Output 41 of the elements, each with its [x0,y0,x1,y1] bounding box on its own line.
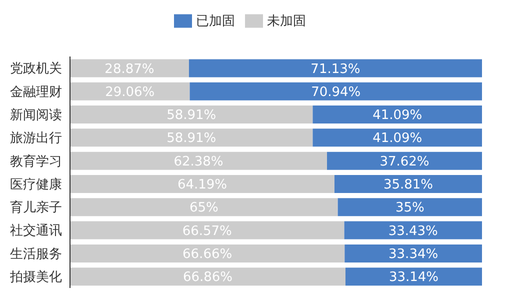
data-label: 35% [395,200,424,216]
bar [188,59,482,78]
bar [344,221,482,240]
bar [70,128,313,147]
data-label: 35.81% [383,178,434,193]
data-label: 71.13% [310,62,360,77]
data-label: 33.14% [388,270,439,286]
legend-label: 未加固 [267,14,306,29]
y-tick-label: 党政机关 [10,62,62,77]
bar [70,59,189,78]
y-tick-label: 新闻阅读 [10,108,62,123]
bar [70,106,313,124]
y-tick-label: 旅游出行 [10,131,62,146]
y-tick-label: 医疗健康 [10,177,62,192]
bar [70,152,328,170]
data-label: 41.09% [372,131,422,146]
y-tick-label: 育儿亲子 [10,200,62,216]
bar [70,244,345,262]
data-label: 33.43% [388,224,438,239]
y-tick-label: 拍摄美化 [9,269,62,286]
bar [70,221,344,240]
bar [70,175,334,193]
y-tick-label: 金融理财 [10,84,62,100]
data-label: 41.09% [372,108,422,124]
data-label: 70.94% [311,84,361,100]
bar [70,268,346,286]
data-label: 33.34% [388,247,438,262]
y-tick-label: 生活服务 [10,246,62,262]
legend-label: 已加固 [196,14,235,29]
bar [345,268,482,286]
bar [338,198,482,216]
bar [327,152,482,170]
bar [334,175,482,193]
bar [70,198,338,216]
bar [312,128,482,147]
bar [312,106,482,124]
y-tick-label: 教育学习 [10,153,62,170]
data-label: 37.62% [380,154,430,170]
bar [190,82,482,100]
y-tick-label: 社交通讯 [10,222,62,239]
bar [344,244,482,262]
